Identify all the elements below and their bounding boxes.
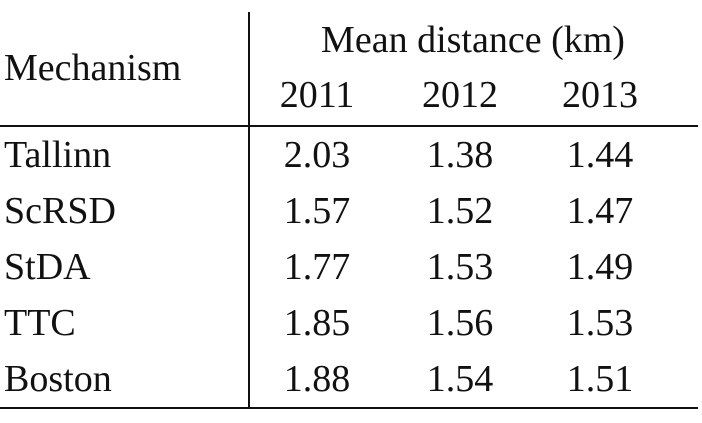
row-label: TTC <box>4 302 76 344</box>
cell: 1.49 <box>567 246 634 288</box>
row-header: Mechanism <box>4 47 181 89</box>
column-header: 2012 <box>422 74 498 116</box>
cell: 1.54 <box>427 358 494 400</box>
cell: 1.88 <box>284 358 351 400</box>
row-label: ScRSD <box>4 190 116 232</box>
group-header: Mean distance (km) <box>321 19 625 61</box>
column-header: 2013 <box>562 74 638 116</box>
cell: 1.38 <box>427 134 494 176</box>
cell: 1.56 <box>427 302 494 344</box>
cell: 1.57 <box>284 190 351 232</box>
cell: 2.03 <box>284 134 351 176</box>
cell: 1.51 <box>567 358 634 400</box>
row-label: Boston <box>4 358 112 400</box>
cell: 1.52 <box>427 190 494 232</box>
row-label: Tallinn <box>4 134 111 176</box>
cell: 1.53 <box>567 302 634 344</box>
column-header: 2011 <box>280 74 355 116</box>
cell: 1.77 <box>284 246 351 288</box>
cell: 1.44 <box>567 134 634 176</box>
cell: 1.47 <box>567 190 634 232</box>
cell: 1.53 <box>427 246 494 288</box>
row-label: StDA <box>4 246 91 288</box>
cell: 1.85 <box>284 302 351 344</box>
